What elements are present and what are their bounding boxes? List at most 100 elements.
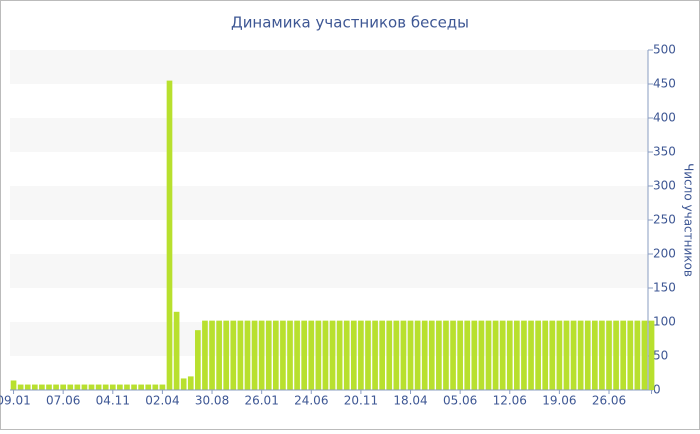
bar <box>443 320 449 390</box>
bar <box>173 311 180 390</box>
bar <box>95 384 102 390</box>
grid-band <box>10 322 648 356</box>
bar <box>209 320 215 390</box>
bar <box>421 320 428 390</box>
bar <box>195 330 201 390</box>
bar <box>407 320 414 390</box>
x-tick-label: 02.04 <box>145 394 179 408</box>
bar <box>301 320 308 390</box>
bar <box>386 320 393 390</box>
bar <box>166 80 173 390</box>
y-tick-label: 400 <box>653 111 676 125</box>
bar <box>414 320 421 390</box>
bar <box>528 320 534 390</box>
bar <box>372 320 378 390</box>
y-tick-label: 100 <box>653 315 676 329</box>
bar <box>53 384 59 390</box>
bar <box>109 384 116 390</box>
bar <box>159 384 166 390</box>
bar <box>251 320 258 390</box>
x-tick-label: 26.06 <box>592 394 626 408</box>
bar <box>577 320 584 390</box>
bar <box>60 384 67 390</box>
x-tick-label: 30.08 <box>195 394 229 408</box>
x-tick-label: 24.06 <box>294 394 328 408</box>
bar <box>187 376 194 390</box>
bar <box>202 320 208 390</box>
bar <box>641 320 648 390</box>
bar <box>74 384 81 390</box>
bar <box>294 320 300 390</box>
bar <box>492 320 499 390</box>
bar <box>280 320 286 390</box>
y-tick-label: 200 <box>653 247 676 261</box>
bar <box>88 384 95 390</box>
bar <box>24 384 31 390</box>
bar <box>216 320 222 390</box>
bar <box>237 320 244 390</box>
bar <box>258 320 265 390</box>
bar <box>485 320 492 390</box>
bar <box>272 320 279 390</box>
bar <box>627 320 634 390</box>
y-tick-label: 500 <box>653 43 676 57</box>
bar <box>365 320 371 390</box>
grid-band <box>10 118 648 152</box>
grid-band <box>10 186 648 220</box>
bar <box>322 320 329 390</box>
x-tick-label: 09.01 <box>0 394 31 408</box>
bar <box>457 320 463 390</box>
bar <box>358 320 364 390</box>
bar <box>308 320 315 390</box>
bar <box>620 320 627 390</box>
bar <box>436 320 442 390</box>
bar <box>223 320 230 390</box>
bar <box>230 320 237 390</box>
bar <box>606 320 612 390</box>
bar <box>180 378 187 390</box>
bar <box>46 384 52 390</box>
bar <box>102 384 109 390</box>
bar <box>591 320 598 390</box>
bar <box>563 320 570 390</box>
bar <box>145 384 152 390</box>
bar <box>244 320 251 390</box>
grid-band <box>10 254 648 288</box>
bar <box>350 320 357 390</box>
bar <box>117 384 123 390</box>
bar <box>535 320 541 390</box>
bar <box>471 320 478 390</box>
chart-title: Динамика участников беседы <box>231 14 469 32</box>
x-tick-label: 07.06 <box>46 394 80 408</box>
bar <box>31 384 38 390</box>
bar <box>542 320 549 390</box>
x-tick-label: 12.06 <box>493 394 527 408</box>
bar <box>265 320 272 390</box>
bar <box>152 384 159 390</box>
x-tick-label: 19.06 <box>542 394 576 408</box>
bar <box>315 320 322 390</box>
bar <box>428 320 435 390</box>
bar <box>10 380 17 390</box>
y-tick-label: 450 <box>653 77 676 91</box>
bar <box>521 320 527 390</box>
bar <box>379 320 386 390</box>
bar <box>584 320 591 390</box>
bar <box>514 320 520 390</box>
bar <box>329 320 336 390</box>
bar <box>343 320 350 390</box>
x-tick-label: 18.04 <box>393 394 427 408</box>
bar <box>336 320 343 390</box>
y-axis-label: Число участников <box>682 163 696 277</box>
bar <box>648 320 655 390</box>
bar <box>556 320 563 390</box>
bar <box>138 384 144 390</box>
bar <box>478 320 485 390</box>
bar <box>17 384 24 390</box>
y-tick-label: 300 <box>653 179 676 193</box>
x-tick-label: 04.11 <box>96 394 130 408</box>
bar <box>81 384 88 390</box>
y-tick-label: 0 <box>653 383 661 397</box>
bar <box>287 320 293 390</box>
bar <box>67 384 74 390</box>
